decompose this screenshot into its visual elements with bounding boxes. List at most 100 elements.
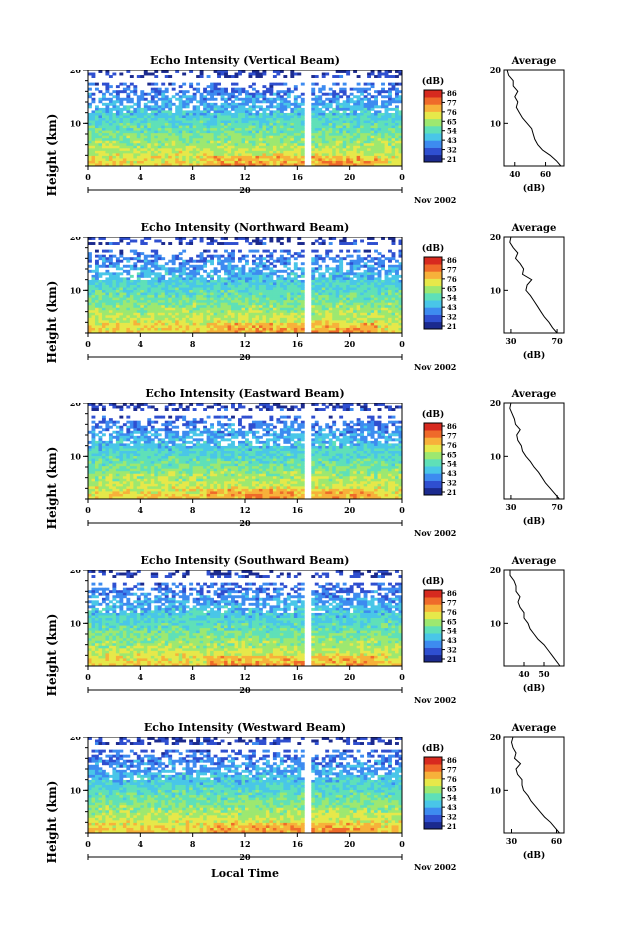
heatmap-cell xyxy=(342,322,347,326)
heatmap-cell xyxy=(178,297,183,301)
heatmap-cell xyxy=(94,125,99,129)
heatmap-cell xyxy=(363,153,368,157)
heatmap-cell xyxy=(119,259,124,263)
heatmap-cell xyxy=(265,322,270,326)
heatmap-cell xyxy=(115,140,120,144)
heatmap-cell xyxy=(258,279,263,283)
heatmap-cell xyxy=(272,135,277,139)
heatmap-cell xyxy=(213,123,218,126)
heatmap-cell xyxy=(217,158,221,162)
heatmap-cell xyxy=(398,153,403,157)
heatmap-cell xyxy=(272,259,277,263)
heatmap-cell xyxy=(339,105,344,109)
heatmap-cell xyxy=(318,312,323,316)
heatmap-cell xyxy=(189,158,194,162)
heatmap-cell xyxy=(353,133,358,137)
heatmap-cell xyxy=(283,292,288,296)
heatmap-cell xyxy=(314,133,319,137)
heatmap-cell xyxy=(115,148,120,152)
heatmap-cell xyxy=(143,158,148,162)
heatmap-cell xyxy=(108,312,113,316)
heatmap-cell xyxy=(168,315,173,319)
heatmap-cell xyxy=(290,118,295,121)
heatmap-cell xyxy=(384,100,389,104)
heatmap-cell xyxy=(335,290,340,293)
heatmap-cell xyxy=(115,272,120,276)
heatmap-cell xyxy=(279,158,284,162)
heatmap-cell xyxy=(297,107,302,111)
heatmap-cell xyxy=(143,302,148,306)
colorbar-units: (dB) xyxy=(422,76,444,87)
heatmap-cell xyxy=(185,297,190,301)
heatmap-cell xyxy=(150,100,155,104)
heatmap-cell xyxy=(94,148,99,152)
heatmap-cell xyxy=(283,118,288,121)
heatmap-cell xyxy=(388,267,392,271)
heatmap-cell xyxy=(112,143,117,147)
heatmap-cell xyxy=(140,145,145,149)
heatmap-cell xyxy=(161,274,166,278)
heatmap-cell xyxy=(126,140,131,144)
heatmap-cell xyxy=(119,107,124,111)
heatmap-cell xyxy=(199,110,204,114)
heatmap-cell xyxy=(283,155,288,159)
heatmap-cell xyxy=(171,282,176,286)
heatmap-cell xyxy=(98,285,103,288)
heatmap-cell xyxy=(353,322,358,326)
heatmap-cell xyxy=(374,305,378,309)
heatmap-cell xyxy=(98,302,103,306)
heatmap-cell xyxy=(346,322,351,326)
heatmap-cell xyxy=(318,315,323,319)
heatmap-cell xyxy=(101,82,106,86)
heatmap-cell xyxy=(262,95,267,99)
heatmap-cell xyxy=(105,150,110,154)
heatmap-cell xyxy=(227,264,232,268)
heatmap-cell xyxy=(335,118,340,121)
heatmap-cell xyxy=(108,317,113,321)
heatmap-cell xyxy=(265,158,270,162)
heatmap-cell xyxy=(290,153,295,157)
heatmap-cell xyxy=(154,315,159,319)
heatmap-cell xyxy=(318,97,323,101)
heatmap-cell xyxy=(265,105,270,109)
heatmap-cell xyxy=(217,310,221,314)
heatmap-cell xyxy=(199,138,204,142)
heatmap-cell xyxy=(363,269,368,273)
heatmap-cell xyxy=(262,249,267,253)
heatmap-cell xyxy=(283,322,288,326)
heatmap-cell xyxy=(300,118,305,121)
heatmap-cell xyxy=(335,155,340,159)
heatmap-cell xyxy=(335,322,340,326)
heatmap-cell xyxy=(248,130,253,134)
heatmap-cell xyxy=(272,75,277,78)
heatmap-cell xyxy=(290,254,295,258)
heatmap-cell xyxy=(377,317,382,321)
heatmap-cell xyxy=(272,120,277,124)
heatmap-cell xyxy=(384,110,389,114)
heatmap-cell xyxy=(105,125,110,129)
heatmap-cell xyxy=(220,158,225,162)
heatmap-cell xyxy=(353,295,358,299)
heatmap-cell xyxy=(370,287,375,291)
heatmap-cell xyxy=(272,305,277,309)
heatmap-cell xyxy=(189,312,194,316)
heatmap-cell xyxy=(388,320,392,324)
heatmap-cell xyxy=(140,97,145,101)
heatmap-cell xyxy=(262,322,267,326)
heatmap-cell xyxy=(262,274,267,278)
heatmap-cell xyxy=(108,97,113,101)
heatmap-cell xyxy=(126,105,131,109)
heatmap-cell xyxy=(238,105,242,109)
heatmap-cell xyxy=(370,82,375,86)
heatmap-cell xyxy=(251,285,256,288)
heatmap-cell xyxy=(339,95,344,99)
heatmap-cell xyxy=(182,322,187,326)
heatmap-cell xyxy=(265,272,270,276)
heatmap-cell xyxy=(203,320,208,324)
heatmap-cell xyxy=(255,118,260,121)
heatmap-cell xyxy=(150,305,155,309)
heatmap-cell xyxy=(140,259,145,263)
heatmap-cell xyxy=(217,140,221,144)
heatmap-cell xyxy=(290,320,295,324)
heatmap-cell xyxy=(182,302,187,306)
